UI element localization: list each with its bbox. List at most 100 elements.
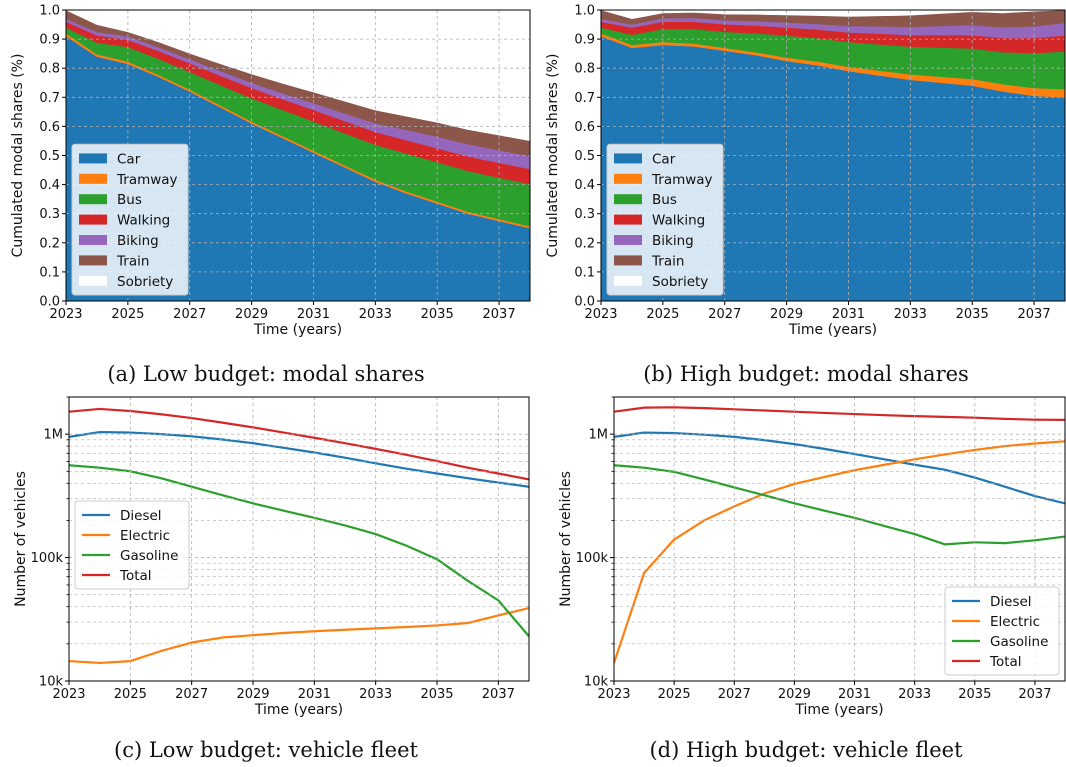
x-tick-label: 2033 bbox=[898, 687, 931, 702]
y-tick-label: 0.1 bbox=[574, 265, 595, 280]
x-tick-label: 2035 bbox=[958, 687, 991, 702]
legend-label-train: Train bbox=[116, 253, 149, 269]
legend-box bbox=[74, 500, 190, 590]
line-gasoline bbox=[614, 464, 1065, 546]
y-tick-label: 0.8 bbox=[574, 62, 595, 77]
plot-area bbox=[614, 406, 1065, 664]
x-tick-label: 2027 bbox=[175, 687, 208, 702]
y-tick-label: 0.5 bbox=[574, 149, 595, 164]
legend-label-car: Car bbox=[117, 151, 141, 167]
legend: Car Tramway Bus Walking Biking Train Sobriety bbox=[71, 143, 189, 296]
y-axis-label: Cumulated modal shares (%) bbox=[10, 54, 26, 258]
panel-caption: (d) High budget: vehicle fleet bbox=[649, 738, 963, 762]
x-tick-label: 2035 bbox=[956, 307, 989, 322]
y-axis-label: Number of vehicles bbox=[558, 471, 574, 607]
y-tick-label: 10k bbox=[584, 675, 609, 690]
legend: Diesel Electric Gasoline Total bbox=[944, 586, 1060, 676]
x-tick-label: 2035 bbox=[421, 307, 454, 322]
x-tick-label: 2027 bbox=[708, 307, 741, 322]
legend-label-walking: Walking bbox=[117, 213, 170, 229]
legend-box bbox=[944, 586, 1060, 676]
legend-swatch-biking bbox=[79, 235, 107, 245]
x-tick-label: 2037 bbox=[1018, 307, 1051, 322]
panel-low-budget-vehicle-fleet: 2023 2025 2027 2029 2031 2033 2035 2037 10k 100k 1… bbox=[13, 396, 530, 762]
x-tick-label: 2033 bbox=[894, 307, 927, 322]
x-tick-label: 2037 bbox=[482, 687, 515, 702]
x-axis-label: Time (years) bbox=[788, 322, 877, 338]
y-tick-label: 100k bbox=[576, 551, 609, 566]
grid bbox=[68, 396, 529, 682]
legend-label-sobriety: Sobriety bbox=[652, 274, 708, 290]
x-tick-label: 2027 bbox=[718, 687, 751, 702]
legend-label-total: Total bbox=[119, 568, 152, 584]
line-gasoline bbox=[69, 464, 529, 638]
y-tick-label: 0.7 bbox=[39, 91, 60, 106]
y-tick-label: 0.4 bbox=[39, 178, 60, 193]
y-tick-label: 0.9 bbox=[39, 33, 60, 48]
y-tick-label: 100k bbox=[31, 551, 64, 566]
x-tick-label: 2025 bbox=[114, 687, 147, 702]
legend-swatch-bus bbox=[614, 194, 642, 205]
legend: Diesel Electric Gasoline Total bbox=[74, 500, 190, 590]
y-tick-label: 10k bbox=[39, 675, 64, 690]
x-tick-label: 2031 bbox=[832, 307, 865, 322]
x-tick-label: 2033 bbox=[359, 687, 392, 702]
y-tick-label: 0.5 bbox=[39, 149, 60, 164]
y-tick-label: 0.8 bbox=[39, 62, 60, 77]
legend-label-total: Total bbox=[989, 654, 1022, 670]
legend-label-bus: Bus bbox=[117, 192, 142, 208]
y-tick-label: 0.2 bbox=[574, 236, 595, 251]
legend-swatch-car bbox=[79, 153, 107, 164]
grid bbox=[65, 9, 530, 302]
x-tick-label: 2033 bbox=[359, 307, 392, 322]
x-tick-label: 2037 bbox=[483, 307, 516, 322]
legend-label-diesel: Diesel bbox=[120, 508, 162, 524]
axes-frame bbox=[613, 396, 1066, 682]
line-total bbox=[614, 406, 1065, 421]
panel-caption: (b) High budget: modal shares bbox=[643, 362, 969, 386]
y-axis-label: Cumulated modal shares (%) bbox=[545, 54, 561, 258]
x-tick-label: 2029 bbox=[236, 687, 269, 702]
y-tick-label: 0.0 bbox=[39, 295, 60, 310]
line-diesel bbox=[69, 430, 529, 488]
legend-label-sobriety: Sobriety bbox=[117, 274, 173, 290]
y-tick-label: 0.6 bbox=[39, 120, 60, 135]
panel-high-budget-modal-shares: 2023 2025 2027 2029 2031 2033 2035 2037 0.0 0.1 0.… bbox=[545, 4, 1066, 386]
y-tick-label: 0.3 bbox=[39, 207, 60, 222]
panel-caption: (a) Low budget: modal shares bbox=[107, 362, 424, 386]
legend-label-bus: Bus bbox=[652, 192, 677, 208]
legend: Car Tramway Bus Walking Biking Train Sobriety bbox=[606, 143, 724, 296]
y-tick-label: 0.0 bbox=[574, 295, 595, 310]
x-tick-label: 2031 bbox=[298, 687, 331, 702]
area-sobriety bbox=[66, 10, 530, 141]
legend-label-train: Train bbox=[651, 253, 684, 269]
x-tick-label: 2027 bbox=[173, 307, 206, 322]
legend-swatch-biking bbox=[614, 235, 642, 245]
y-axis-label: Number of vehicles bbox=[13, 471, 29, 607]
panel-caption: (c) Low budget: vehicle fleet bbox=[114, 738, 419, 762]
x-tick-label: 2025 bbox=[658, 687, 691, 702]
legend-label-gasoline: Gasoline bbox=[990, 634, 1048, 650]
legend-label-electric: Electric bbox=[120, 528, 170, 544]
legend-label-tramway: Tramway bbox=[651, 172, 713, 188]
x-tick-label: 2025 bbox=[111, 307, 144, 322]
y-tick-label: 0.7 bbox=[574, 91, 595, 106]
panel-high-budget-vehicle-fleet: 2023 2025 2027 2029 2031 2033 2035 2037 10k 100k 1… bbox=[558, 396, 1066, 762]
plot-area bbox=[69, 407, 529, 665]
x-tick-label: 2023 bbox=[597, 687, 630, 702]
x-tick-label: 2037 bbox=[1018, 687, 1051, 702]
legend-swatch-bus bbox=[79, 194, 107, 205]
legend-label-diesel: Diesel bbox=[990, 594, 1032, 610]
x-tick-label: 2025 bbox=[646, 307, 679, 322]
x-tick-label: 2029 bbox=[235, 307, 268, 322]
x-tick-label: 2023 bbox=[49, 307, 82, 322]
legend-swatch-train bbox=[614, 255, 642, 266]
y-tick-label: 0.9 bbox=[574, 33, 595, 48]
legend-label-electric: Electric bbox=[990, 614, 1040, 630]
x-tick-label: 2023 bbox=[52, 687, 85, 702]
x-axis-label: Time (years) bbox=[794, 702, 883, 718]
legend-swatch-walking bbox=[79, 214, 107, 225]
legend-swatch-sobriety bbox=[614, 275, 642, 286]
panel-low-budget-modal-shares: 2023 2025 2027 2029 2031 2033 2035 2037 0.0 0.1 0.… bbox=[10, 4, 531, 386]
